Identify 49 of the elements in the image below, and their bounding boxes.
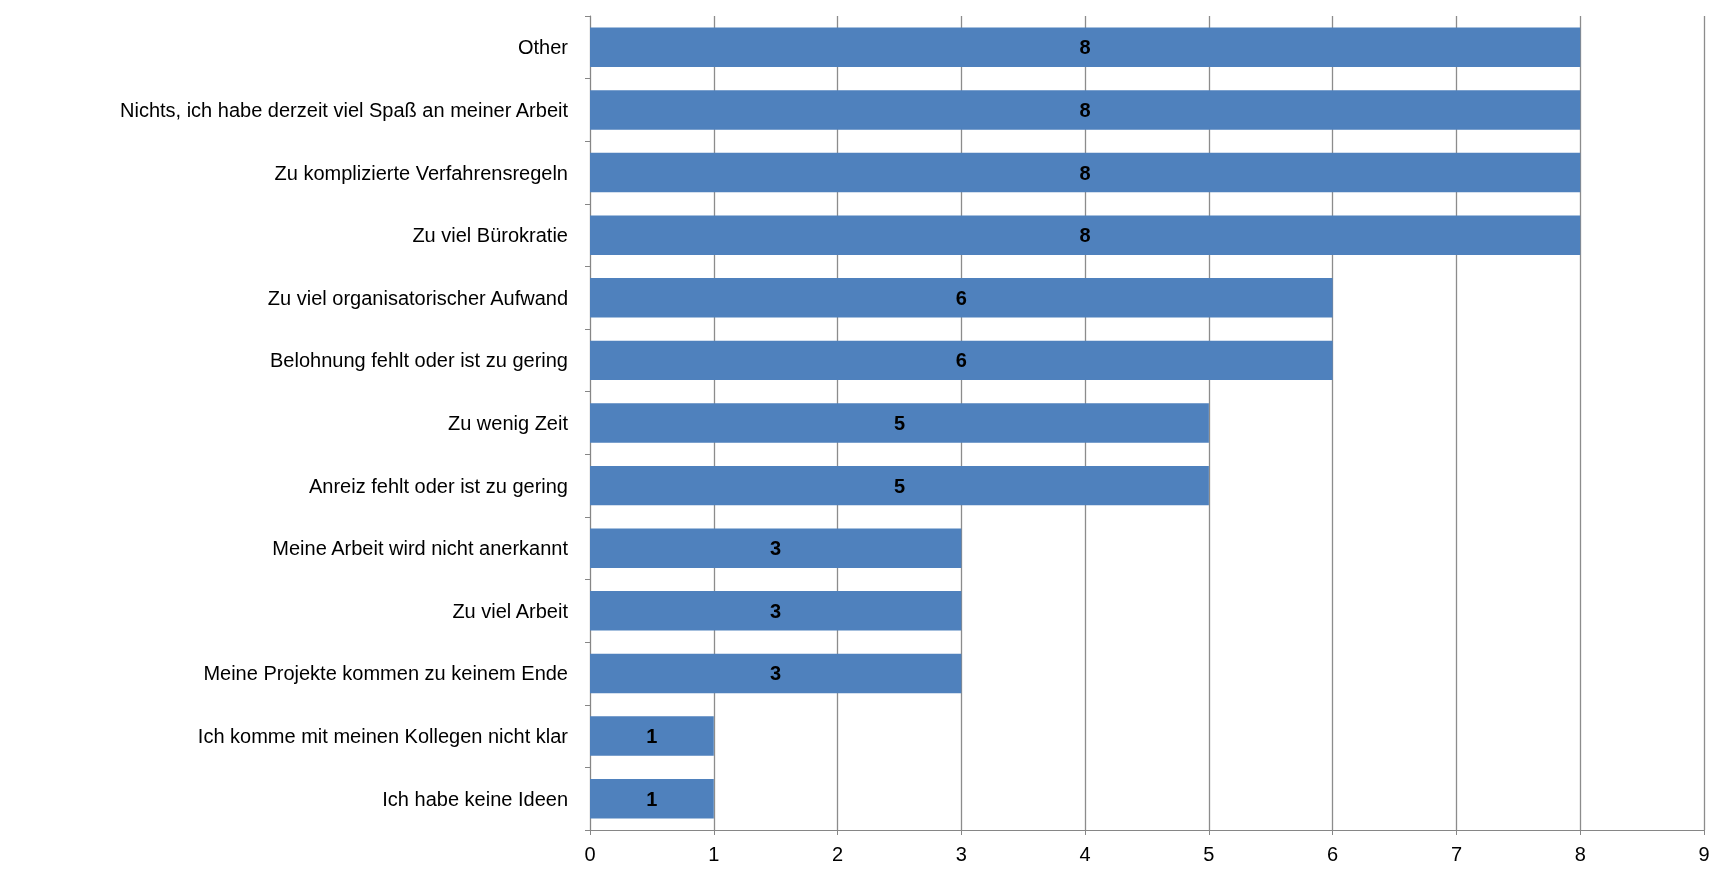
data-label: 3	[770, 599, 782, 622]
y-tick-label: Zu viel Bürokratie	[412, 224, 568, 247]
x-tick-label: 8	[1574, 843, 1586, 865]
x-tick-label: 9	[1698, 843, 1710, 865]
x-tick-label: 5	[1203, 843, 1215, 865]
data-label: 3	[770, 662, 782, 685]
bar	[590, 653, 962, 694]
bar	[590, 591, 962, 631]
y-tick-label: Zu komplizierte Verfahrensregeln	[274, 161, 568, 184]
data-label: 5	[893, 474, 906, 497]
x-tick-label: 6	[1327, 843, 1339, 865]
y-tick-label: Zu viel organisatorischer Aufwand	[267, 286, 568, 309]
bar	[590, 27, 1581, 68]
x-tick-label: 4	[1079, 843, 1091, 865]
bar	[590, 403, 1209, 443]
y-tick-label: Other	[517, 36, 569, 59]
data-label: 1	[646, 725, 658, 748]
bar	[590, 152, 1581, 193]
data-label: 6	[955, 349, 967, 372]
y-tick-label: Zu viel Arbeit	[452, 599, 569, 622]
y-tick-label: Zu wenig Zeit	[447, 412, 569, 434]
y-tick-label: Meine Projekte kommen zu keinem Ende	[203, 662, 568, 685]
y-tick-label: Nichts, ich habe derzeit viel Spaß an meiner Arbeit	[120, 98, 569, 121]
data-label: 8	[1079, 224, 1091, 247]
bar	[590, 90, 1581, 130]
x-tick-label: 3	[955, 843, 967, 865]
y-tick-label: Meine Arbeit wird nicht anerkannt	[272, 537, 569, 560]
bar	[590, 778, 714, 819]
y-tick-label: Ich habe keine Ideen	[382, 787, 568, 810]
x-tick-label: 7	[1450, 843, 1463, 865]
x-tick-label: 0	[584, 843, 596, 865]
bar	[590, 528, 962, 568]
bar	[590, 465, 1209, 506]
y-tick-label: Ich komme mit meinen Kollegen nicht klar	[197, 725, 569, 748]
bar	[590, 278, 1333, 318]
x-tick-label: 1	[708, 843, 720, 865]
bar	[590, 716, 714, 756]
data-label: 3	[770, 537, 782, 560]
y-tick-label: Anreiz fehlt oder ist zu gering	[308, 474, 568, 497]
y-tick-label: Belohnung fehlt oder ist zu gering	[270, 349, 568, 372]
data-label: 8	[1079, 98, 1091, 121]
bar	[590, 340, 1333, 381]
data-label: 1	[646, 787, 658, 810]
bar	[590, 215, 1581, 255]
data-label: 5	[893, 412, 906, 434]
data-label: 8	[1079, 161, 1091, 184]
data-label: 6	[955, 286, 967, 309]
data-label: 8	[1079, 36, 1091, 59]
x-tick-label: 2	[831, 843, 844, 865]
